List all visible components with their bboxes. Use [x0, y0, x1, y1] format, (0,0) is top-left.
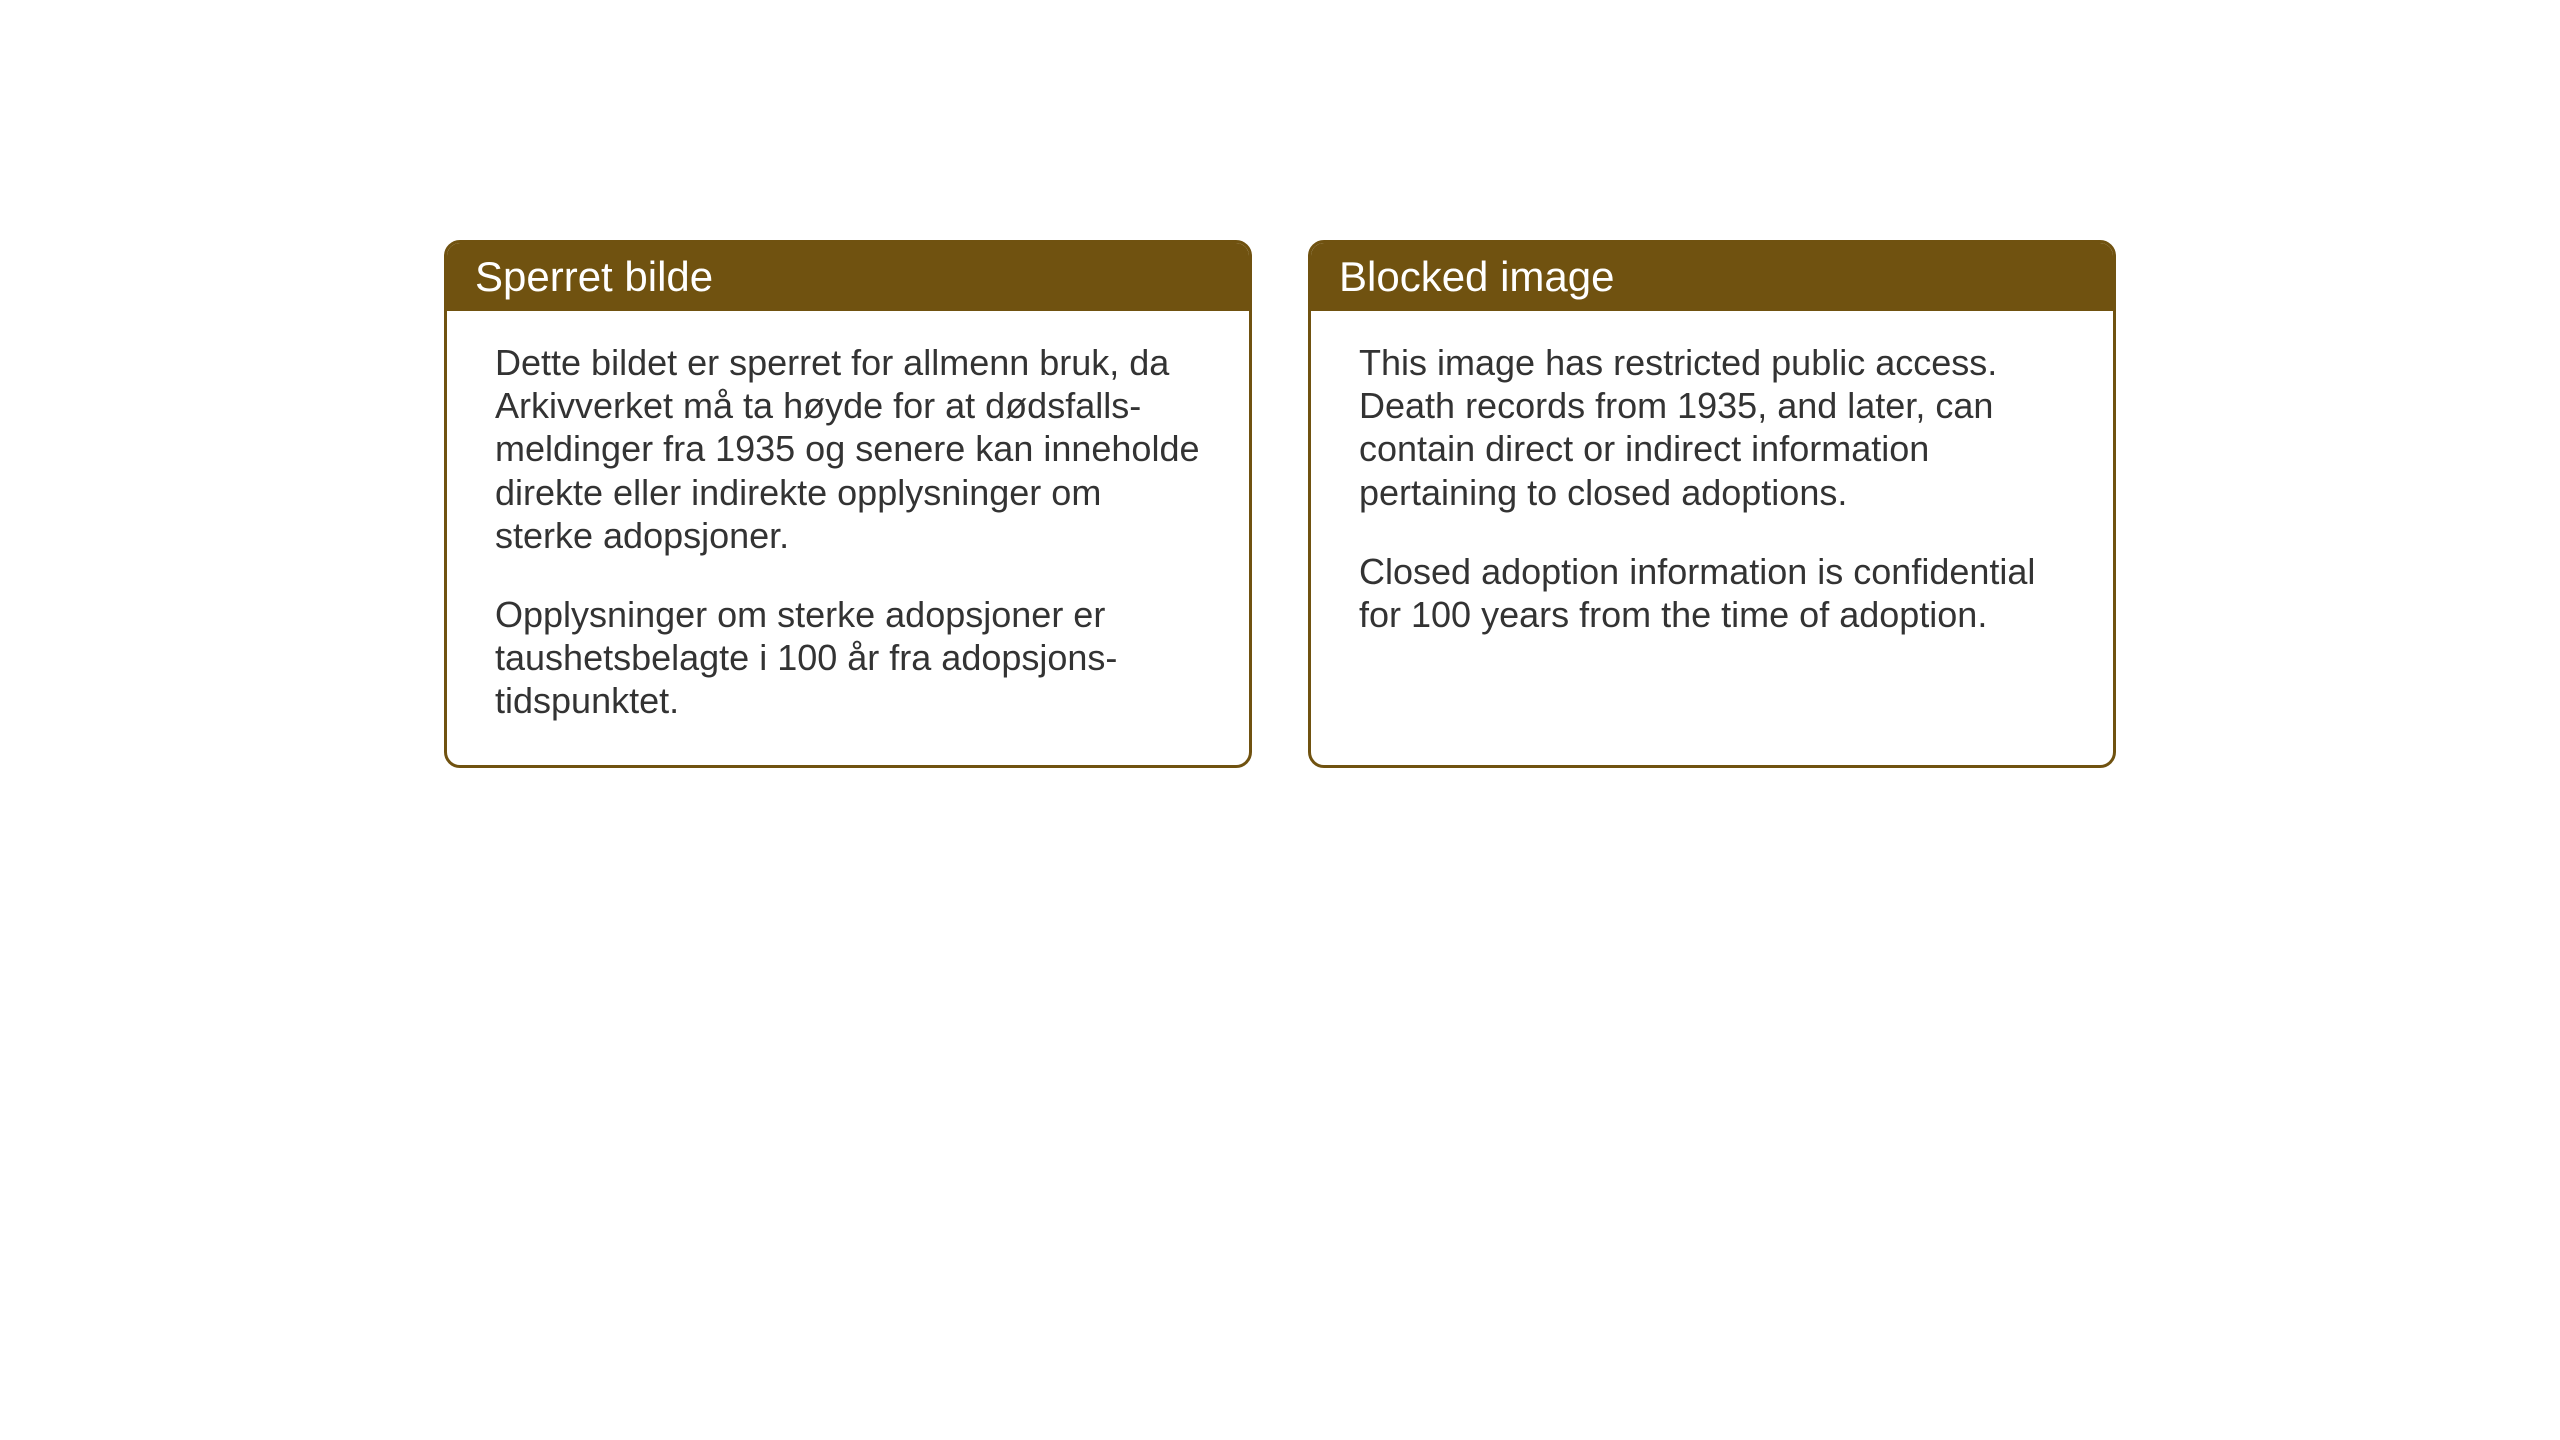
english-paragraph-1: This image has restricted public access.…	[1359, 341, 2065, 514]
norwegian-paragraph-1: Dette bildet er sperret for allmenn bruk…	[495, 341, 1201, 557]
norwegian-notice-card: Sperret bilde Dette bildet er sperret fo…	[444, 240, 1252, 768]
english-paragraph-2: Closed adoption information is confident…	[1359, 550, 2065, 636]
norwegian-card-title: Sperret bilde	[447, 243, 1249, 311]
english-card-title: Blocked image	[1311, 243, 2113, 311]
english-notice-card: Blocked image This image has restricted …	[1308, 240, 2116, 768]
english-card-body: This image has restricted public access.…	[1311, 311, 2113, 678]
norwegian-paragraph-2: Opplysninger om sterke adopsjoner er tau…	[495, 593, 1201, 723]
notice-container: Sperret bilde Dette bildet er sperret fo…	[444, 240, 2116, 768]
norwegian-card-body: Dette bildet er sperret for allmenn bruk…	[447, 311, 1249, 765]
